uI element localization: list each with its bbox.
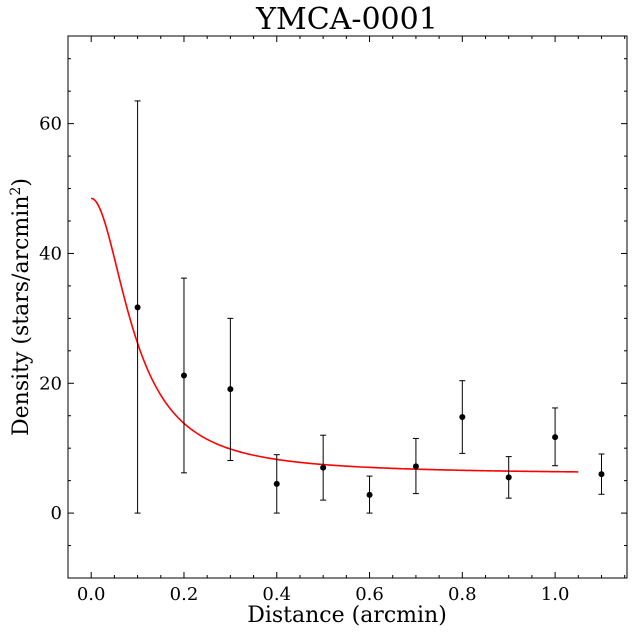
data-point-group	[552, 407, 559, 467]
data-point-group	[459, 380, 466, 454]
x-tick-label: 1.0	[541, 584, 570, 605]
y-tick-label: 0	[51, 503, 62, 524]
data-point	[598, 471, 605, 478]
y-tick-label: 60	[39, 114, 62, 135]
y-axis-title-close: )	[9, 178, 34, 187]
data-point	[505, 474, 512, 481]
data-point-group	[227, 317, 234, 462]
data-point-group	[366, 475, 373, 514]
data-point	[180, 372, 187, 379]
fit-curve-layer	[90, 197, 579, 473]
y-axis-title-superscript: 2	[8, 187, 24, 196]
data-point-group	[320, 434, 327, 501]
data-point-group	[505, 456, 512, 499]
x-tick-label: 0.0	[77, 584, 106, 605]
data-points-layer	[134, 100, 605, 514]
y-tick-label: 40	[39, 243, 62, 264]
data-point-group	[598, 453, 605, 495]
data-point-group	[273, 454, 280, 514]
x-axis-title: Distance (arcmin)	[247, 603, 447, 628]
x-tick-label: 0.6	[355, 584, 384, 605]
y-axis-title: Density (stars/arcmin2)	[8, 178, 34, 436]
data-point	[134, 304, 141, 311]
x-tick-label: 0.8	[448, 584, 477, 605]
data-point-group	[412, 437, 419, 495]
y-tick-label: 20	[39, 373, 62, 394]
data-point	[552, 434, 559, 441]
y-axis-title-main: Density (stars/arcmin	[9, 196, 34, 437]
fit-line	[90, 197, 579, 473]
data-point	[227, 386, 234, 393]
plot-frame	[67, 35, 628, 579]
chart-title: YMCA-0001	[255, 2, 438, 37]
x-tick-label: 0.4	[262, 584, 291, 605]
data-point	[412, 463, 419, 470]
data-point-group	[180, 277, 187, 474]
data-point	[459, 414, 466, 421]
data-point	[320, 464, 327, 471]
ticks-layer: 0.0 0.2 0.4 0.6 0.8 1.0 0 20 40 60	[39, 36, 627, 605]
data-point	[273, 480, 280, 487]
x-tick-label: 0.2	[170, 584, 199, 605]
data-point	[366, 491, 373, 498]
data-point-group	[134, 100, 141, 514]
